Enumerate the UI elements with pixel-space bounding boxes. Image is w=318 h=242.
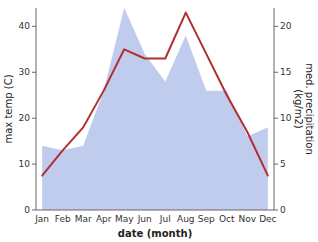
x-tick-label: Jun [137,214,152,224]
left-axis-label: max temp (C) [3,74,14,143]
left-axis-line [36,8,37,210]
x-tick-label: Jul [159,214,171,224]
x-tick-label: May [115,214,134,224]
right-tick-label: 10 [280,113,292,123]
left-tick [32,164,36,165]
x-tick-label: Oct [219,214,235,224]
plot-area [42,8,268,210]
right-axis-label: med. precipitation(kg/m2) [293,63,315,155]
right-tick-label: 5 [280,159,286,169]
temperature-line [42,13,268,176]
chart: 0 10 20 30 40 0 5 10 15 20 Jan Feb Mar AprMayJun Jul Au… [0,0,318,242]
right-tick [274,26,278,27]
left-tick-label: 40 [19,21,31,31]
axes: 0 10 20 30 40 0 5 10 15 20 Jan Feb Mar AprMayJun Jul Au… [19,8,292,224]
bottom-axis-line [36,210,274,211]
x-tick-label: Apr [96,214,112,224]
left-tick [32,210,36,211]
left-tick-label: 20 [19,113,31,123]
x-axis-label: date (month) [118,228,192,239]
precipitation-area [42,8,268,210]
x-tick-label: Sep [198,214,215,224]
x-tick-label: Nov [239,214,257,224]
x-tick-label: Jan [34,214,49,224]
right-tick [274,72,278,73]
right-tick [274,118,278,119]
x-tick-label: Aug [177,214,195,224]
x-tick-label: Dec [259,214,276,224]
right-tick-label: 20 [280,21,292,31]
left-tick [32,26,36,27]
right-axis-line [274,8,275,210]
left-tick-label: 0 [24,205,30,215]
left-tick-label: 30 [19,67,31,77]
x-tick-label: Mar [75,214,92,224]
right-tick [274,164,278,165]
x-tick-label: Feb [55,214,71,224]
right-tick-label: 0 [280,205,286,215]
left-tick [32,118,36,119]
right-tick [274,210,278,211]
left-tick [32,72,36,73]
left-tick-label: 10 [19,159,31,169]
right-tick-label: 15 [280,67,291,77]
